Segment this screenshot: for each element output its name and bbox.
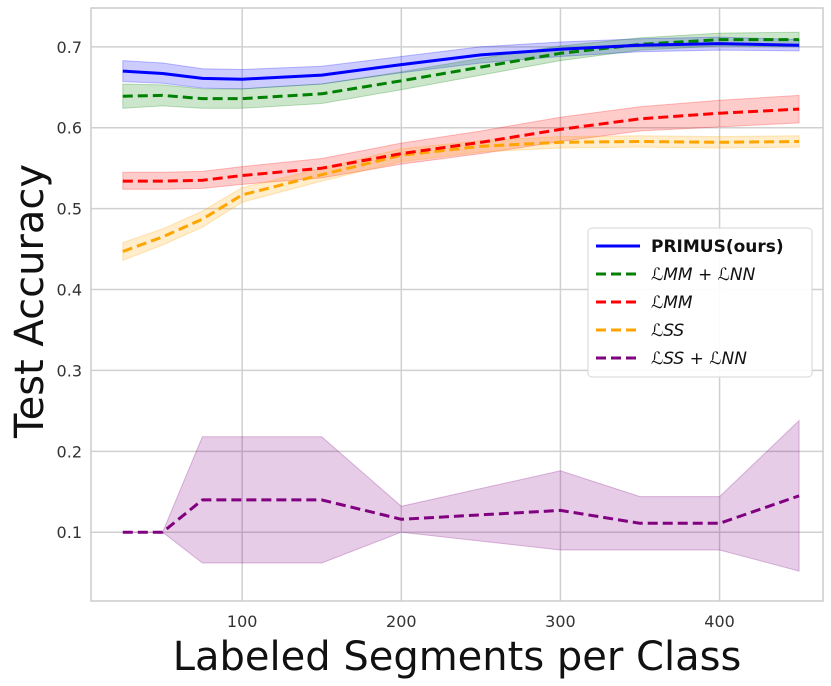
y-tick-label: 0.5 [57, 200, 82, 219]
legend-label-l-ss-l-nn: ℒSS + ℒNN [651, 349, 747, 369]
line-primus-ours [122, 42, 800, 81]
legend-label-l-mm: ℒMM [651, 293, 693, 313]
y-tick-labels: 0.1 0.2 0.3 0.4 0.5 0.6 0.7 [57, 38, 82, 542]
y-tick-label: 0.4 [57, 281, 82, 300]
y-tick-label: 0.6 [57, 119, 82, 138]
x-tick-label: 200 [386, 612, 417, 631]
legend-label-l-mm-l-nn: ℒMM + ℒNN [651, 265, 756, 285]
legend-label-primus-ours: PRIMUS(ours) [651, 237, 784, 257]
y-tick-label: 0.3 [57, 361, 82, 380]
x-axis-title: Labeled Segments per Class [173, 634, 742, 680]
plot-frame [90, 7, 824, 602]
legend: PRIMUS(ours) ℒMM + ℒNN ℒMM ℒSS ℒSS + ℒNN [587, 227, 813, 378]
line-l-ss-l-nn [122, 494, 800, 534]
legend-box [587, 227, 813, 378]
x-tick-labels: 100 200 300 400 [227, 612, 735, 631]
x-tick-label: 400 [704, 612, 735, 631]
y-tick-label: 0.7 [57, 38, 82, 57]
series-lines [122, 38, 800, 534]
line-l-ss [122, 140, 800, 253]
band-l-mm-l-nn [122, 31, 800, 109]
line-l-mm-l-nn [122, 38, 800, 101]
y-tick-label: 0.1 [57, 523, 82, 542]
x-tick-label: 300 [545, 612, 576, 631]
legend-label-l-ss: ℒSS [651, 321, 684, 341]
grid-lines [91, 8, 823, 601]
x-tick-label: 100 [227, 612, 258, 631]
y-axis-title: Test Accuracy [7, 164, 53, 439]
band-l-ss [122, 135, 800, 262]
line-l-mm [122, 107, 800, 183]
y-tick-label: 0.2 [57, 442, 82, 461]
